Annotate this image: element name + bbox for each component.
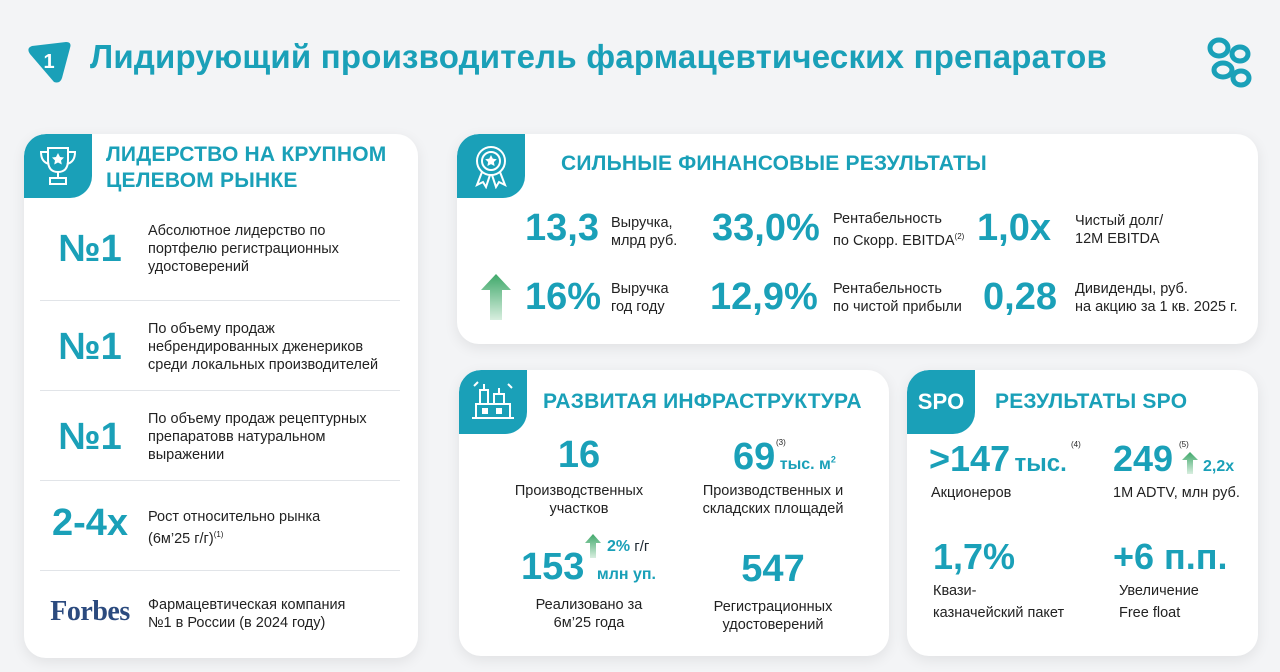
rank-value: №1 [58, 326, 122, 368]
trophy-icon [24, 134, 92, 198]
holders-value-group: >147 тыс. [929, 438, 1067, 480]
rank-description: По объему продаж небрендированных дженер… [148, 321, 379, 373]
treasury-label: Квази-казначейский пакет [933, 583, 1065, 621]
freefloat-value: +6 п.п. [1113, 536, 1228, 577]
leadership-title: ЛИДЕРСТВО НА КРУПНОМ ЦЕЛЕВОМ РЫНКЕ [106, 143, 387, 192]
ebitda-margin-value: 33,0% [712, 207, 820, 249]
divider [40, 570, 400, 571]
factory-icon [459, 370, 527, 434]
sites-value: 16 [557, 434, 601, 476]
sold-label: Реализовано за 6м’25 года [535, 597, 643, 631]
revenue-growth-label: Выручка год году [611, 281, 669, 315]
rank-value: №1 [58, 228, 122, 270]
leadership-card: ЛИДЕРСТВО НА КРУПНОМ ЦЕЛЕВОМ РЫНКЕ №1 Аб… [24, 134, 418, 658]
area-label: Производственных и складских площадей [702, 483, 844, 517]
sold-growth: 2% г/г [607, 538, 650, 555]
revenue-label: Выручка, млрд руб. [611, 215, 678, 249]
ebitda-margin-label: Рентабельность по Скорр. EBITDA(2) [833, 211, 965, 249]
freefloat-label: Увеличение Free float [1119, 583, 1199, 621]
section-number: 1 [43, 50, 55, 73]
finance-card: СИЛЬНЫЕ ФИНАНСОВЫЕ РЕЗУЛЬТАТЫ 13,3 Выруч… [457, 134, 1258, 344]
sold-value-group: 153 млн уп. [521, 546, 656, 589]
arrow-up-icon [1182, 452, 1198, 479]
growth-description: Рост относительно рынка (6м’25 г/г)(1) [148, 509, 321, 547]
footnote-marker: (3) [776, 438, 786, 447]
divider [40, 300, 400, 301]
sites-label: Производственных участков [514, 483, 644, 517]
revenue-growth-value: 16% [525, 276, 602, 318]
treasury-value: 1,7% [933, 536, 1016, 577]
sold-unit: млн уп. [596, 566, 656, 583]
finance-title: СИЛЬНЫЕ ФИНАНСОВЫЕ РЕЗУЛЬТАТЫ [561, 152, 987, 175]
sold-value: 153 [521, 546, 585, 588]
leadership-row: №1 По объему продаж рецептурных препарат… [40, 408, 400, 474]
net-margin-value: 12,9% [710, 276, 818, 318]
dividend-label: Дивиденды, руб. на акцию за 1 кв. 2025 г. [1075, 281, 1238, 315]
forbes-description: Фармацевтическая компания №1 в России (в… [148, 597, 346, 631]
leadership-row: №1 По объему продаж небрендированных дже… [40, 318, 400, 384]
registrations-value: 547 [741, 548, 805, 590]
net-debt-label: Чистый долг/12M EBITDA [1075, 213, 1164, 247]
spo-card: SPO РЕЗУЛЬТАТЫ SPO >147 тыс. (4) Акционе… [907, 370, 1258, 656]
holders-value: >147 [929, 438, 1011, 479]
leadership-row: 2-4x Рост относительно рынка (6м’25 г/г)… [40, 498, 400, 558]
forbes-logo: Forbes [50, 596, 130, 627]
award-medal-icon [457, 134, 525, 198]
company-logo-icon [1202, 36, 1262, 92]
leadership-row: Forbes Фармацевтическая компания №1 в Ро… [40, 590, 400, 640]
arrow-up-icon [481, 274, 511, 325]
infrastructure-card: РАЗВИТАЯ ИНФРАСТРУКТУРА 16 Производствен… [459, 370, 889, 656]
arrow-up-icon [585, 534, 601, 563]
spo-badge: SPO [907, 370, 975, 434]
registrations-label: Регистрационных удостоверений [713, 599, 833, 633]
net-debt-value: 1,0x [977, 207, 1051, 249]
rank-description: Абсолютное лидерство по портфелю регистр… [148, 223, 339, 275]
footnote-marker: (5) [1179, 440, 1189, 449]
divider [40, 390, 400, 391]
infrastructure-title: РАЗВИТАЯ ИНФРАСТРУКТУРА [543, 390, 862, 413]
holders-unit: тыс. [1014, 450, 1067, 477]
footnote-marker: (1) [213, 530, 224, 539]
adtv-growth: 2,2x [1203, 458, 1235, 475]
footnote-marker: (4) [1071, 440, 1081, 449]
footnote-marker: (2) [954, 232, 965, 241]
area-value-group: 69 тыс. м2 [733, 436, 836, 479]
adtv-label: 1M ADTV, млн руб. [1113, 485, 1240, 501]
revenue-value: 13,3 [525, 207, 599, 249]
spo-title: РЕЗУЛЬТАТЫ SPO [995, 390, 1188, 413]
net-margin-label: Рентабельность по чистой прибыли [833, 281, 962, 315]
section-number-badge: 1 [26, 40, 72, 84]
page-title: Лидирующий производитель фармацевтически… [90, 38, 1107, 75]
growth-value: 2-4x [51, 502, 129, 544]
rank-description: По объему продаж рецептурных препаратовв… [148, 411, 367, 463]
leadership-row: №1 Абсолютное лидерство по портфелю реги… [40, 222, 400, 288]
holders-label: Акционеров [931, 485, 1012, 501]
area-unit: тыс. м2 [779, 454, 836, 473]
divider [40, 480, 400, 481]
area-value: 69 [733, 436, 776, 478]
rank-value: №1 [58, 416, 122, 458]
adtv-value: 249 [1113, 438, 1174, 479]
dividend-value: 0,28 [983, 276, 1057, 318]
